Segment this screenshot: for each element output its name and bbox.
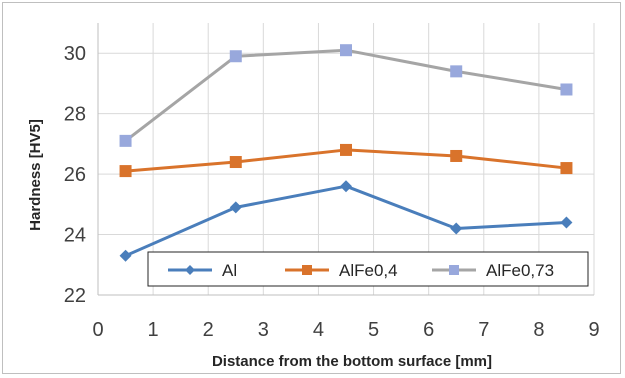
data-point xyxy=(560,83,573,96)
data-point xyxy=(450,149,463,162)
legend-marker xyxy=(185,265,195,275)
y-tick-label: 22 xyxy=(64,285,86,307)
x-tick-label: 0 xyxy=(92,319,103,341)
data-point xyxy=(560,216,573,229)
legend-item: AlFe0,4 xyxy=(285,261,398,280)
legend-label: AlFe0,73 xyxy=(486,261,554,280)
legend-label: AlFe0,4 xyxy=(339,261,398,280)
data-point xyxy=(450,65,463,78)
legend-label: Al xyxy=(222,261,237,280)
x-tick-label: 6 xyxy=(423,319,434,341)
series-layer xyxy=(119,44,573,262)
x-axis-ticks: 0 1 2 3 4 5 6 7 8 9 xyxy=(92,319,599,341)
chart-frame xyxy=(2,2,621,374)
x-axis-title: Distance from the bottom surface [mm] xyxy=(212,353,492,370)
data-point xyxy=(119,134,132,147)
series-line xyxy=(124,48,567,143)
y-tick-label: 26 xyxy=(64,164,86,186)
y-tick-label: 24 xyxy=(64,225,86,247)
series-line xyxy=(124,184,567,258)
x-tick-label: 7 xyxy=(478,319,489,341)
data-point xyxy=(340,44,352,57)
series-alfe0-4 xyxy=(119,143,573,178)
y-tick-label: 28 xyxy=(64,104,86,126)
data-point xyxy=(119,249,132,262)
legend-marker xyxy=(302,265,312,275)
legend-item: Al xyxy=(168,261,237,280)
y-tick-label: 30 xyxy=(64,43,86,65)
x-tick-label: 9 xyxy=(588,319,599,341)
x-tick-label: 1 xyxy=(148,319,159,341)
x-tick-label: 3 xyxy=(258,319,269,341)
data-point xyxy=(229,156,242,169)
y-axis-title: Hardness [HV5] xyxy=(27,119,44,231)
data-point xyxy=(450,222,463,235)
y-axis-ticks: 22 24 26 28 30 xyxy=(64,43,86,307)
x-tick-label: 8 xyxy=(533,319,544,341)
legend-marker xyxy=(449,265,459,275)
series-alfe0-73 xyxy=(119,44,573,147)
data-point xyxy=(229,50,242,63)
x-tick-label: 2 xyxy=(203,319,214,341)
legend-box xyxy=(147,251,589,287)
legend: Al AlFe0,4 AlFe0,73 xyxy=(147,251,589,287)
data-point xyxy=(340,180,352,193)
legend-item: AlFe0,73 xyxy=(432,261,554,280)
data-point xyxy=(560,162,573,175)
x-tick-label: 5 xyxy=(368,319,379,341)
data-point xyxy=(229,201,242,214)
data-point xyxy=(340,143,352,156)
x-tick-label: 4 xyxy=(313,319,324,341)
series-al xyxy=(119,180,573,262)
data-point xyxy=(119,165,132,178)
plot-area xyxy=(97,23,594,296)
